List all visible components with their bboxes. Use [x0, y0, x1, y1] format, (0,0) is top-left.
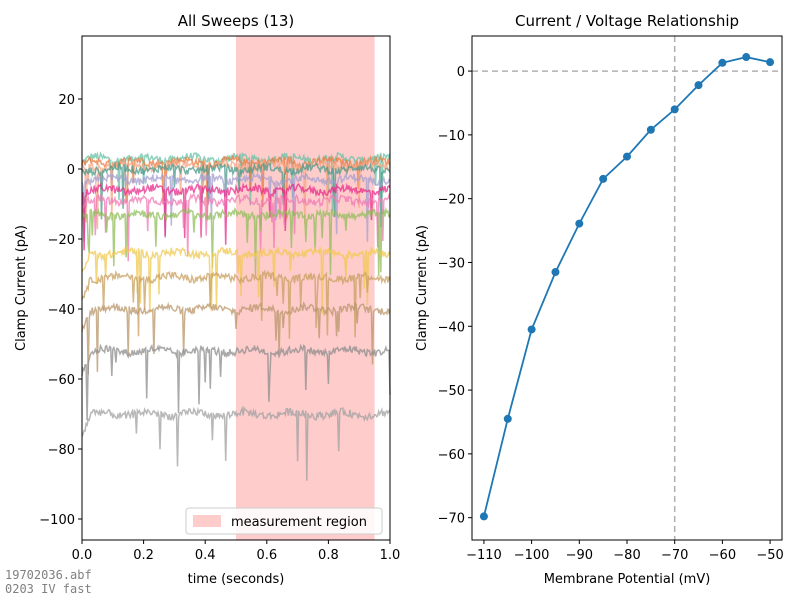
sweep-trace [81, 182, 391, 251]
iv-plot-background [472, 36, 782, 540]
iv-x-axis-label: Membrane Potential (mV) [544, 572, 711, 587]
x-tick-label: 0.4 [195, 548, 216, 563]
y-tick-label: 20 [58, 93, 75, 108]
sweeps-y-ticks: −100 −80 −60 −40 −20 0 20 [39, 93, 82, 528]
iv-y-ticks: −70 −60 −50 −40 −30 −20 −10 0 [438, 65, 472, 527]
sweep-trace [81, 206, 391, 277]
x-tick-label: 0.2 [133, 548, 154, 563]
iv-y-axis-label: Clamp Current (pA) [415, 225, 430, 351]
sweeps-legend: measurement region [185, 507, 383, 535]
iv-data-point [694, 81, 703, 90]
y-tick-label: −20 [48, 233, 75, 248]
sweeps-y-axis-label: Clamp Current (pA) [14, 225, 29, 351]
iv-data-point [623, 152, 631, 161]
y-tick-label: −50 [438, 384, 465, 399]
sweeps-title: All Sweeps (13) [178, 12, 295, 30]
iv-data-point [646, 125, 655, 134]
sweep-trace [81, 154, 391, 223]
iv-data-point [766, 58, 775, 67]
x-tick-label: −80 [613, 548, 640, 563]
footnote-protocol: 0203 IV fast [5, 582, 92, 596]
iv-data-point [575, 219, 584, 228]
sweep-trace [81, 171, 391, 242]
y-tick-label: −10 [438, 129, 465, 144]
y-tick-label: 0 [457, 65, 465, 80]
y-tick-label: −40 [48, 303, 75, 318]
sweep-trace [81, 245, 391, 314]
x-tick-label: −50 [756, 548, 783, 563]
x-tick-label: 1.0 [380, 548, 401, 563]
iv-data-point [742, 53, 751, 62]
iv-data-point [599, 174, 608, 183]
y-tick-label: −30 [438, 256, 465, 271]
x-tick-label: 0.8 [318, 548, 339, 563]
sweeps-x-axis-label: time (seconds) [188, 572, 285, 587]
x-tick-label: 0.6 [256, 548, 277, 563]
sweeps-axes-frame [81, 35, 391, 541]
y-tick-label: −20 [438, 193, 465, 208]
y-tick-label: 0 [67, 163, 75, 178]
y-tick-label: −60 [438, 448, 465, 463]
x-tick-label: −90 [566, 548, 593, 563]
iv-chart: −110 −100 −90 −80 −70 −60 −50 −70−60−50−40−30−… [415, 12, 784, 587]
iv-data-point [527, 325, 536, 334]
legend-label-measurement-region: measurement region [231, 515, 367, 530]
legend-box [185, 507, 383, 535]
iv-data-point [718, 58, 727, 67]
sweep-trace [81, 301, 391, 375]
iv-data-point [479, 512, 488, 521]
iv-data-points [479, 53, 775, 521]
footnote-filename: 19702036.abf [5, 568, 92, 582]
x-tick-label: −70 [661, 548, 688, 563]
sweep-trace [81, 160, 391, 228]
sweep-trace [81, 192, 391, 262]
iv-data-point [503, 414, 512, 423]
y-tick-label: −80 [48, 443, 75, 458]
y-tick-label: −100 [39, 513, 75, 528]
y-tick-label: −60 [48, 373, 75, 388]
y-tick-label: −40 [438, 320, 465, 335]
sweeps-x-ticks: 0.0 0.2 0.4 0.6 0.8 1.0 [72, 540, 401, 563]
sweeps-chart: 0.0 0.2 0.4 0.6 0.8 1.0 −100 −80 −60 −40 −20 0 20 A… [14, 12, 400, 587]
sweep-trace [81, 343, 391, 421]
y-tick-label: −70 [438, 512, 465, 527]
sweep-trace [81, 268, 391, 339]
iv-data-point [551, 268, 560, 277]
sweep-traces [81, 151, 391, 481]
iv-x-ticks: −110 −100 −90 −80 −70 −60 −50 [466, 540, 784, 563]
x-tick-label: 0.0 [72, 548, 93, 563]
iv-data-point [670, 105, 679, 114]
x-tick-label: −60 [709, 548, 736, 563]
iv-title: Current / Voltage Relationship [515, 12, 739, 30]
x-tick-label: −110 [466, 548, 502, 563]
x-tick-label: −100 [514, 548, 550, 563]
sweep-trace [81, 405, 391, 481]
legend-swatch [193, 515, 221, 527]
